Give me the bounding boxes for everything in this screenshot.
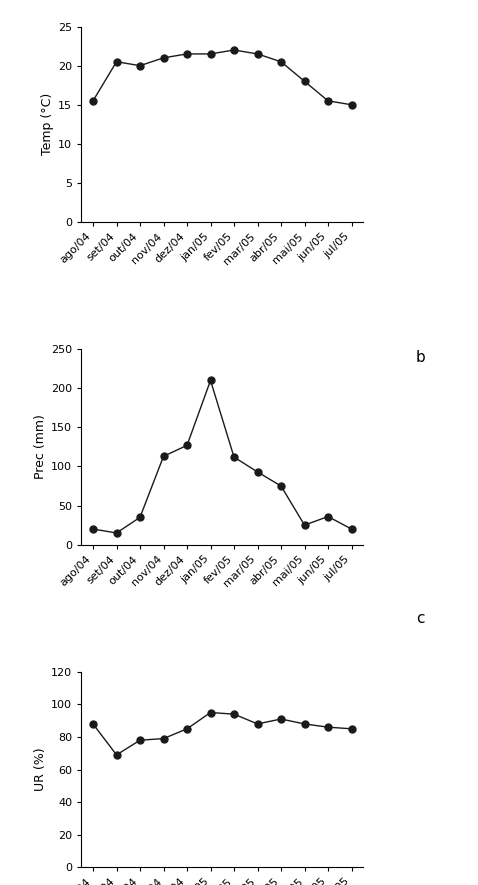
Y-axis label: Temp (°C): Temp (°C) [41,93,54,156]
Y-axis label: Prec (mm): Prec (mm) [34,414,47,480]
Y-axis label: UR (%): UR (%) [34,748,47,791]
Text: c: c [416,611,424,626]
Text: b: b [416,350,425,365]
